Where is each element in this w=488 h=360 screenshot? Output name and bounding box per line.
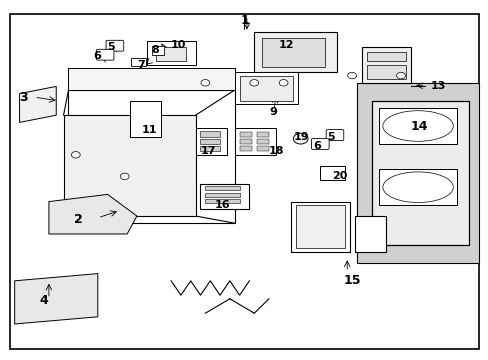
Bar bbox=[378, 169, 456, 205]
Bar bbox=[366, 65, 405, 79]
Bar bbox=[378, 108, 456, 144]
Circle shape bbox=[293, 133, 307, 144]
Bar bbox=[131, 58, 145, 66]
Bar bbox=[356, 83, 478, 263]
Text: 19: 19 bbox=[293, 132, 308, 142]
Text: 15: 15 bbox=[343, 274, 360, 287]
Bar bbox=[239, 76, 293, 101]
Bar bbox=[205, 186, 239, 190]
Bar bbox=[239, 146, 251, 151]
Circle shape bbox=[347, 72, 356, 79]
Bar bbox=[156, 47, 185, 61]
FancyBboxPatch shape bbox=[106, 40, 123, 51]
Text: 13: 13 bbox=[429, 81, 445, 91]
Bar bbox=[195, 128, 227, 155]
Bar bbox=[200, 146, 220, 151]
Text: 11: 11 bbox=[142, 125, 157, 135]
Bar bbox=[256, 139, 268, 144]
Bar bbox=[151, 46, 163, 55]
Bar bbox=[239, 132, 251, 137]
Text: 9: 9 bbox=[268, 107, 276, 117]
Bar bbox=[200, 131, 220, 137]
Circle shape bbox=[249, 80, 258, 86]
Polygon shape bbox=[63, 115, 195, 216]
Bar bbox=[200, 139, 220, 144]
Circle shape bbox=[120, 173, 129, 180]
Bar bbox=[320, 166, 344, 180]
Text: 2: 2 bbox=[74, 213, 83, 226]
Text: 20: 20 bbox=[332, 171, 347, 181]
Text: 18: 18 bbox=[268, 146, 284, 156]
Bar bbox=[254, 32, 337, 72]
Text: 8: 8 bbox=[151, 45, 159, 55]
Text: 1: 1 bbox=[240, 14, 248, 27]
Bar bbox=[256, 146, 268, 151]
Bar bbox=[146, 41, 195, 65]
Bar bbox=[205, 193, 239, 197]
Circle shape bbox=[201, 80, 209, 86]
Bar bbox=[261, 38, 325, 67]
Circle shape bbox=[71, 152, 80, 158]
Bar bbox=[205, 199, 239, 203]
Text: 6: 6 bbox=[93, 51, 101, 61]
Polygon shape bbox=[371, 101, 468, 245]
Text: 7: 7 bbox=[137, 60, 144, 70]
Polygon shape bbox=[20, 86, 56, 122]
Bar bbox=[68, 68, 234, 90]
Circle shape bbox=[396, 72, 405, 79]
FancyBboxPatch shape bbox=[311, 139, 328, 149]
Bar bbox=[129, 101, 161, 137]
Bar bbox=[295, 205, 344, 248]
Bar bbox=[256, 132, 268, 137]
Text: 5: 5 bbox=[327, 132, 335, 142]
Polygon shape bbox=[49, 194, 137, 234]
Text: 3: 3 bbox=[20, 91, 28, 104]
Text: 4: 4 bbox=[39, 294, 48, 307]
Polygon shape bbox=[15, 274, 98, 324]
Text: 17: 17 bbox=[200, 146, 216, 156]
Text: 12: 12 bbox=[278, 40, 294, 50]
Text: 5: 5 bbox=[107, 42, 115, 52]
Bar bbox=[366, 52, 405, 61]
Bar bbox=[234, 128, 276, 155]
FancyBboxPatch shape bbox=[96, 49, 114, 60]
Bar bbox=[290, 202, 349, 252]
Text: 10: 10 bbox=[171, 40, 186, 50]
Circle shape bbox=[279, 80, 287, 86]
Text: 16: 16 bbox=[215, 200, 230, 210]
FancyBboxPatch shape bbox=[325, 130, 343, 140]
Text: 14: 14 bbox=[410, 120, 427, 132]
Text: 6: 6 bbox=[312, 141, 320, 151]
Bar bbox=[200, 184, 249, 209]
Bar bbox=[354, 216, 386, 252]
Bar bbox=[234, 72, 298, 104]
Bar bbox=[361, 47, 410, 83]
Bar bbox=[239, 139, 251, 144]
Polygon shape bbox=[68, 90, 234, 223]
